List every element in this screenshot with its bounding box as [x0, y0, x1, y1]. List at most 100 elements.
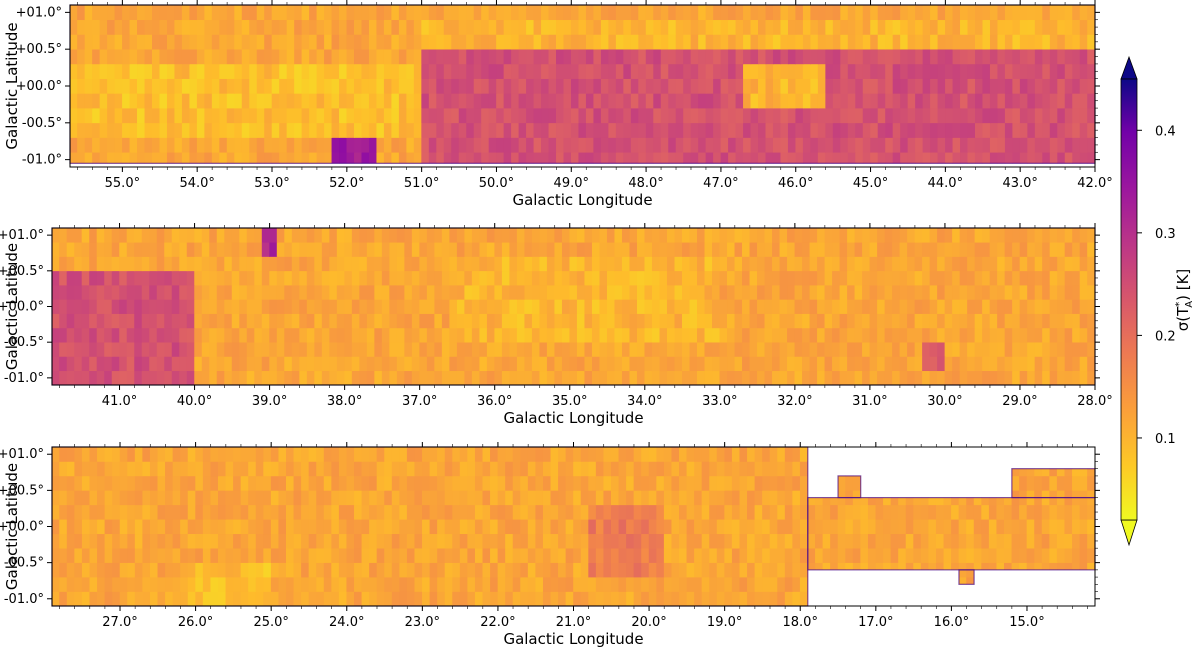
heatmap-cell — [633, 576, 642, 592]
heatmap-cell — [391, 137, 400, 153]
heatmap-cell — [226, 78, 235, 94]
heatmap-cell — [165, 547, 174, 563]
heatmap-cell — [772, 78, 782, 94]
heatmap-cell — [675, 5, 684, 21]
heatmap-cell — [892, 151, 901, 164]
heatmap-cell — [1042, 313, 1051, 329]
heatmap-cell — [765, 63, 774, 79]
heatmap-cell — [180, 547, 189, 563]
heatmap-cell — [899, 341, 908, 357]
heatmap-cell — [973, 576, 982, 592]
heatmap-cell — [1064, 327, 1073, 343]
heatmap-cell — [824, 341, 833, 357]
heatmap-cell — [653, 137, 662, 153]
heatmap-cell — [754, 518, 763, 535]
panel-bottom: 27.0° 26.0° 25.0° 24.0° 23.0° 22.0° 21.0° 20.0°… — [0, 442, 1100, 648]
heatmap-cell — [225, 490, 234, 506]
heatmap-cell — [728, 107, 737, 124]
heatmap-cell — [907, 284, 916, 300]
heatmap-cell — [165, 562, 174, 578]
heatmap-cell — [651, 299, 661, 314]
heatmap-cell — [241, 137, 250, 153]
heatmap-cell — [1072, 475, 1081, 491]
heatmap-cell — [134, 256, 143, 272]
heatmap-cell — [799, 504, 809, 520]
heatmap-cell — [546, 256, 556, 272]
heatmap-cell — [867, 475, 877, 491]
heatmap-cell — [294, 5, 303, 21]
heatmap-cell — [719, 241, 728, 257]
heatmap-cell — [270, 461, 280, 477]
heatmap-cell — [981, 475, 990, 491]
heatmap-cell — [996, 518, 1005, 535]
heatmap-cell — [787, 93, 797, 109]
heatmap-cell — [414, 518, 423, 535]
heatmap-cell — [769, 518, 778, 535]
heatmap-cell — [291, 241, 300, 257]
heatmap-cell — [570, 63, 580, 79]
heatmap-cell — [958, 533, 967, 549]
heatmap-cell — [189, 137, 198, 153]
heatmap-cell — [762, 518, 771, 535]
heatmap-cell — [279, 5, 288, 21]
heatmap-cell — [66, 256, 75, 272]
heatmap-cell — [1027, 19, 1036, 35]
heatmap-cell — [309, 107, 318, 124]
heatmap-cell — [269, 313, 278, 329]
heatmap-cell — [323, 475, 332, 491]
heatmap-cell — [531, 356, 541, 372]
heatmap-cell — [780, 151, 789, 164]
heatmap-cell — [795, 137, 804, 153]
heatmap-cell — [449, 284, 458, 300]
heatmap-cell — [479, 356, 488, 372]
heatmap-cell — [505, 547, 514, 563]
heatmap-cell — [338, 562, 348, 578]
heatmap-cell — [209, 270, 218, 286]
heatmap-cell — [329, 256, 338, 272]
heatmap-cell — [494, 241, 503, 257]
heatmap-cell — [720, 48, 729, 65]
heatmap-cell — [626, 518, 635, 535]
heatmap-cell — [97, 576, 106, 592]
heatmap-cell — [531, 327, 541, 343]
heatmap-cells — [52, 447, 1096, 606]
heatmap-cell — [997, 107, 1006, 124]
heatmap-cell — [533, 137, 542, 153]
heatmap-cell — [374, 299, 383, 314]
heatmap-cell — [614, 241, 623, 257]
heatmap-cell — [600, 107, 609, 124]
heatmap-cell — [196, 48, 205, 65]
heatmap-cell — [920, 504, 930, 520]
heatmap-cell — [981, 576, 990, 592]
heatmap-cell — [1019, 576, 1028, 592]
heatmap-cell — [694, 504, 703, 520]
heatmap-cell — [584, 270, 593, 286]
heatmap-cell — [698, 107, 707, 124]
heatmap-cell — [749, 370, 758, 385]
heatmap-cell — [449, 327, 458, 343]
heatmap-cell — [922, 19, 931, 35]
heatmap-cell — [467, 591, 476, 606]
heatmap-cell — [542, 576, 552, 592]
heatmap-cell — [930, 107, 939, 124]
heatmap-cell — [384, 562, 393, 578]
heatmap-cell — [119, 461, 128, 477]
heatmap-cell — [473, 122, 482, 138]
heatmap-cell — [997, 93, 1006, 109]
heatmap-cell — [862, 228, 871, 243]
heatmap-cell — [556, 63, 565, 79]
heatmap-cell — [414, 591, 423, 606]
heatmap-cell — [558, 576, 567, 592]
heatmap-cell — [351, 241, 360, 257]
heatmap-cell — [479, 241, 488, 257]
heatmap-cell — [89, 490, 98, 506]
heatmap-cell — [414, 461, 423, 477]
heatmap-cell — [832, 299, 841, 314]
y-tick-label: -01.0° — [22, 153, 62, 168]
heatmap-cell — [376, 447, 385, 462]
heatmap-cell — [546, 241, 556, 257]
heatmap-cell — [898, 518, 907, 535]
heatmap-cell — [527, 518, 537, 535]
heatmap-cell — [196, 93, 205, 109]
heatmap-cell — [413, 107, 422, 124]
